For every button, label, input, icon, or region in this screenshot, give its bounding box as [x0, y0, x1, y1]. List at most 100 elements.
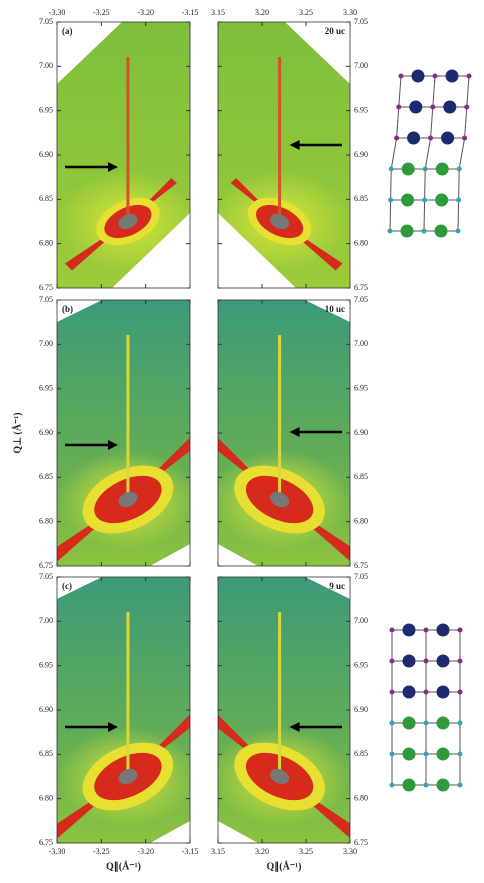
- atom-small: [456, 197, 462, 203]
- y-tick-label: 7.05: [354, 572, 368, 581]
- atom-small: [466, 73, 472, 79]
- bond: [464, 106, 468, 139]
- y-tick-label: 7.00: [354, 616, 368, 625]
- truncation-rod: [278, 57, 282, 222]
- atom-large: [441, 131, 455, 145]
- y-axis-label: Q⊥ (Å⁻¹): [11, 412, 23, 453]
- atom-small: [423, 658, 429, 664]
- y-tick-label: 6.80: [39, 516, 53, 525]
- atom-large: [402, 716, 416, 730]
- bond: [466, 75, 470, 108]
- arrow-head: [107, 162, 118, 172]
- bond: [390, 137, 398, 170]
- atom-large: [436, 747, 450, 761]
- y-tick-label: 6.95: [354, 660, 368, 669]
- atom-small: [456, 166, 462, 172]
- y-tick-label: 6.90: [39, 705, 53, 714]
- y-tick-label: 6.85: [354, 472, 368, 481]
- peak-core: [270, 768, 290, 785]
- x-axis-label: Q∥(Å⁻¹): [106, 860, 141, 872]
- bond: [398, 75, 402, 108]
- map-panel: 6.75 6.80 6.85 6.90 6.95 7.00 7.05 10 uc: [217, 295, 368, 570]
- x-tick-label: -3.25: [93, 8, 110, 17]
- bond: [458, 137, 466, 170]
- atom-small: [422, 197, 428, 203]
- atom-small: [394, 135, 400, 141]
- map-panel: 6.75 6.80 6.85 6.90 6.95 7.00 7.05 (b) Q⊥ (Å⁻¹): [11, 295, 191, 570]
- map-image: [218, 22, 350, 288]
- atom-small: [387, 228, 393, 234]
- y-tick-label: 6.90: [39, 428, 53, 437]
- x-tick-label: -3.25: [93, 847, 110, 856]
- y-tick-label: 7.05: [39, 572, 53, 581]
- atom-small: [422, 166, 428, 172]
- map-image: [57, 300, 190, 566]
- y-tick-label: 6.85: [354, 194, 368, 203]
- atom-small: [457, 627, 463, 633]
- y-tick-label: 6.85: [39, 749, 53, 758]
- atom-large: [445, 69, 459, 83]
- arrow-head: [107, 722, 118, 732]
- x-tick-label: -3.20: [137, 847, 154, 856]
- atom-small: [423, 720, 429, 726]
- map-image: [218, 577, 350, 843]
- x-tick-label: -3.15: [182, 847, 199, 856]
- x-tick-label: 3.25: [299, 847, 313, 856]
- x-tick-label: -3.20: [137, 8, 154, 17]
- y-tick-label: 6.75: [39, 838, 53, 847]
- atom-large: [434, 224, 448, 238]
- map-panel: 3.15 3.20 3.25 3.306.75 6.80 6.85 6.90 6.95 7.00…: [211, 572, 368, 872]
- truncation-rod: [126, 335, 130, 500]
- atom-small: [389, 627, 395, 633]
- panel-label: (c): [62, 581, 72, 591]
- arrow-head: [289, 427, 300, 437]
- atom-small: [423, 627, 429, 633]
- crystal-model: [387, 69, 472, 238]
- atom-large: [436, 654, 450, 668]
- truncation-rod: [126, 57, 130, 222]
- y-tick-label: 6.75: [354, 838, 368, 847]
- atom-small: [398, 73, 404, 79]
- atom-small: [389, 782, 395, 788]
- peak-core: [118, 213, 138, 230]
- peak-core: [270, 213, 290, 230]
- x-tick-label: 3.30: [343, 847, 357, 856]
- atom-small: [455, 228, 461, 234]
- atom-small: [389, 751, 395, 757]
- y-tick-label: 6.85: [39, 472, 53, 481]
- x-tick-label: 3.15: [211, 847, 225, 856]
- atom-small: [457, 751, 463, 757]
- bond: [458, 168, 460, 201]
- bond: [457, 199, 460, 232]
- atom-small: [430, 104, 436, 110]
- atom-large: [401, 162, 415, 176]
- x-tick-label: 3.30: [343, 8, 357, 17]
- y-tick-label: 6.90: [354, 705, 368, 714]
- bond: [396, 106, 400, 139]
- y-tick-label: 7.00: [354, 61, 368, 70]
- y-tick-label: 6.80: [39, 238, 53, 247]
- y-tick-label: 7.05: [39, 295, 53, 304]
- atom-large: [402, 747, 416, 761]
- atom-large: [443, 100, 457, 114]
- y-tick-label: 7.00: [39, 616, 53, 625]
- atom-large: [411, 69, 425, 83]
- y-tick-label: 6.95: [39, 383, 53, 392]
- y-tick-label: 6.75: [354, 561, 368, 570]
- atom-small: [421, 228, 427, 234]
- x-tick-label: -3.30: [49, 8, 66, 17]
- atom-large: [436, 778, 450, 792]
- atom-small: [457, 720, 463, 726]
- x-tick-label: 3.25: [299, 8, 313, 17]
- truncation-rod: [126, 612, 130, 777]
- arrow-head: [289, 722, 300, 732]
- atom-small: [423, 751, 429, 757]
- peak-core: [270, 491, 290, 508]
- atom-small: [389, 658, 395, 664]
- y-tick-label: 6.85: [39, 194, 53, 203]
- truncation-rod: [278, 335, 282, 500]
- bond: [430, 106, 434, 139]
- panel-label: 10 uc: [325, 304, 345, 314]
- y-tick-label: 6.80: [354, 516, 368, 525]
- atom-large: [402, 654, 416, 668]
